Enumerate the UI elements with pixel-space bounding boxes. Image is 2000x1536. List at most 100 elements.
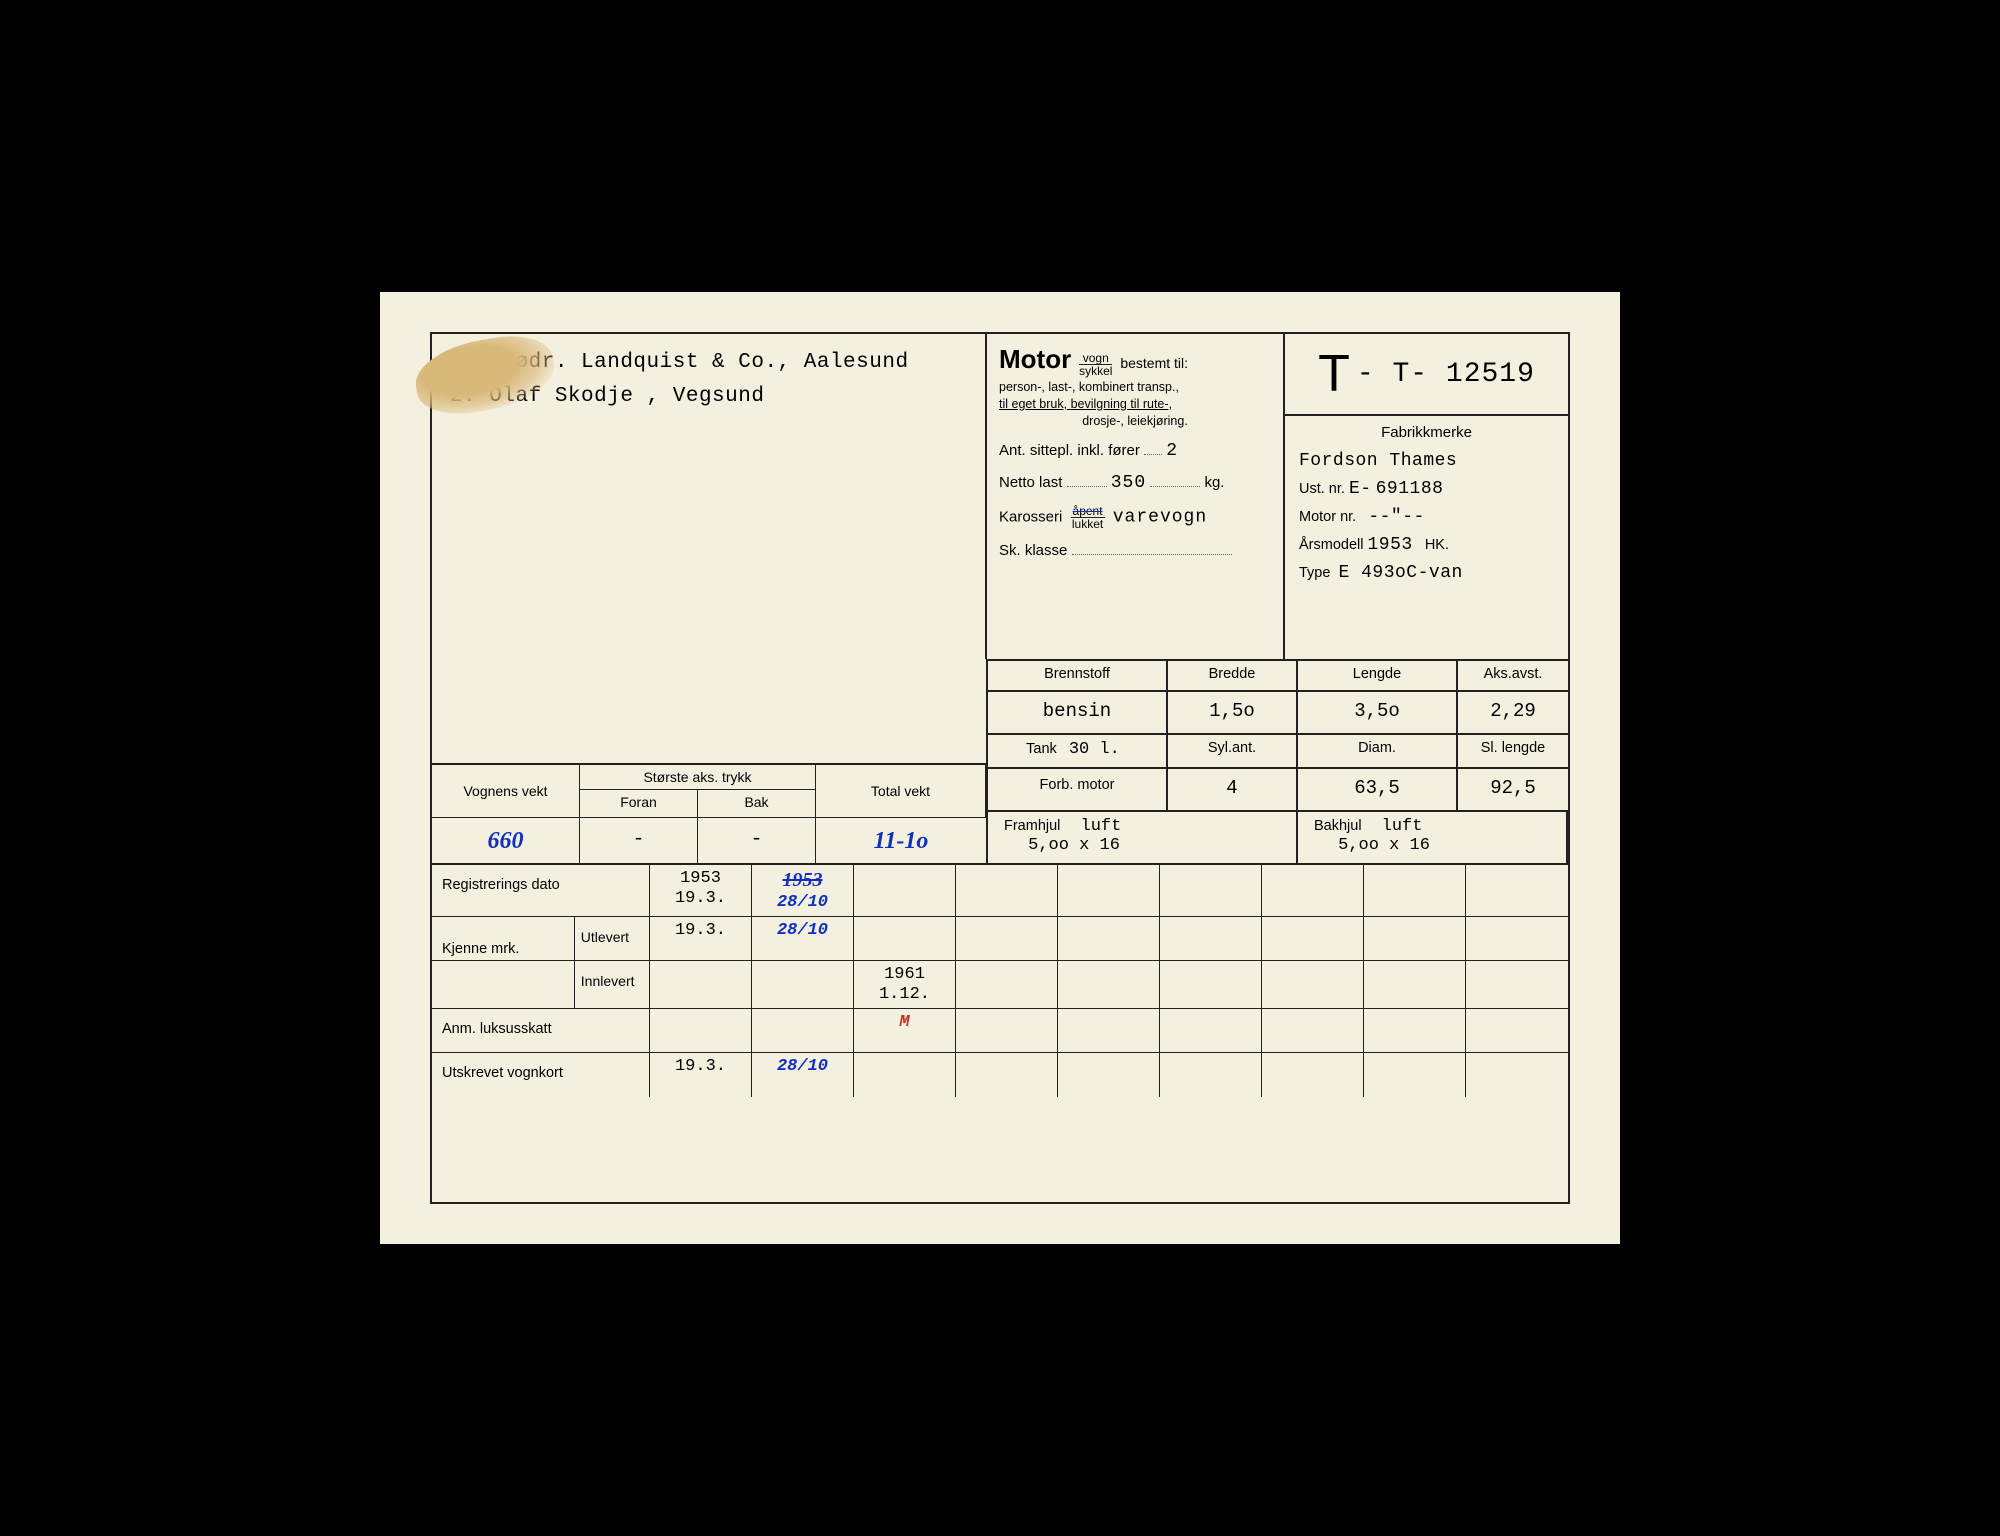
- h-diam: Diam.: [1298, 733, 1458, 767]
- reg-cell: [854, 917, 956, 960]
- v-lengde: 3,5o: [1298, 690, 1458, 733]
- weight-header: Vognens vekt Største aks. trykk Foran Ba…: [432, 763, 986, 817]
- reg-cell: [1262, 865, 1364, 916]
- karosseri-value: varevogn: [1113, 508, 1207, 528]
- karos-frac-bot: lukket: [1071, 518, 1105, 530]
- weight-spec-row: Vognens vekt Største aks. trykk Foran Ba…: [432, 659, 1568, 863]
- aks-head: Største aks. trykk: [580, 765, 815, 790]
- reg-cell: [1262, 1009, 1364, 1052]
- vogn-sykkel-fraction: vogn sykkel: [1079, 352, 1112, 377]
- reg-cell: [1466, 1009, 1568, 1052]
- v-syl: 4: [1168, 767, 1298, 810]
- bestemt-label: bestemt til:: [1120, 355, 1188, 371]
- cells-innlevert: 19611.12.: [650, 961, 1568, 1008]
- plate-number: 12519: [1446, 359, 1535, 390]
- cells-regdato: 195319.3.195328/10: [650, 865, 1568, 916]
- netto-unit: kg.: [1204, 474, 1224, 491]
- reg-cell: [650, 1009, 752, 1052]
- fabrikk-block: Fabrikkmerke Fordson Thames Ust. nr. E- …: [1285, 416, 1568, 659]
- ust-value: 691188: [1376, 479, 1444, 499]
- registration-table: Registrerings dato 195319.3.195328/10 Ut…: [432, 863, 1568, 1097]
- cells-utskrevet: 19.3.28/10: [650, 1053, 1568, 1097]
- motor-nr-value: --"--: [1368, 507, 1425, 527]
- sk-klasse-label: Sk. klasse: [999, 542, 1067, 559]
- reg-cell: [1262, 961, 1364, 1008]
- lbl-innlevert: Innlevert: [575, 961, 650, 1008]
- reg-cell: [752, 1009, 854, 1052]
- cells-utlevert: 19.3.28/10: [650, 917, 1568, 960]
- reg-cell: [956, 1009, 1058, 1052]
- reg-cell: [1466, 961, 1568, 1008]
- reg-cell: 19.3.: [650, 917, 752, 960]
- reg-cell: [1364, 917, 1466, 960]
- lbl-kjenne-text: Kjenne mrk.: [432, 941, 575, 1008]
- framhjul-val: 5,oo x 16: [1020, 828, 1128, 863]
- val-foran: -: [580, 818, 698, 863]
- frac-top: vogn: [1079, 352, 1112, 365]
- v-diam: 63,5: [1298, 767, 1458, 810]
- right-spec-grid: Brennstoff Bredde Lengde Aks.avst. bensi…: [988, 659, 1568, 863]
- motor-block: Motor vogn sykkel bestemt til: person-, …: [987, 334, 1285, 659]
- reg-cell: 28/10: [752, 917, 854, 960]
- owner-line-1: 1. Brødr. Landquist & Co., Aalesund: [450, 346, 967, 380]
- row-utlevert: Utlevert 19.3.28/10: [432, 917, 1568, 961]
- motor-sub-3: drosje-, leiekjøring.: [999, 413, 1271, 430]
- netto-line: Netto last 350 kg.: [999, 473, 1271, 493]
- reg-cell: [1058, 1009, 1160, 1052]
- weight-values: 660 - - 11-1o: [432, 817, 986, 863]
- owner-line-2: 2. Olaf Skodje , Vegsund: [450, 380, 967, 414]
- fabrikk-make: Fordson Thames: [1299, 451, 1457, 471]
- fabrikk-header: Fabrikkmerke: [1299, 424, 1554, 441]
- netto-value: 350: [1111, 473, 1146, 493]
- reg-cell: [1160, 1053, 1262, 1097]
- reg-cell: [1058, 865, 1160, 916]
- type-value: E 493oC-van: [1339, 563, 1463, 583]
- reg-cell: [1160, 961, 1262, 1008]
- frac-bot: sykkel: [1079, 365, 1112, 377]
- lbl-utlevert: Utlevert: [575, 917, 650, 960]
- reg-cell: [650, 961, 752, 1008]
- bakhjul-val: 5,oo x 16: [1330, 828, 1438, 863]
- val-vognens-vekt: 660: [432, 818, 580, 863]
- reg-cell: [752, 961, 854, 1008]
- reg-cell: [1058, 1053, 1160, 1097]
- motor-sub-1: person-, last-, kombinert transp.,: [999, 379, 1271, 396]
- reg-cell: 19611.12.: [854, 961, 956, 1008]
- lbl-anm: Anm. luksusskatt: [432, 1009, 650, 1052]
- motor-nr-label: Motor nr.: [1299, 509, 1356, 525]
- lbl-utskrevet: Utskrevet vognkort: [432, 1053, 650, 1097]
- netto-label: Netto last: [999, 474, 1062, 491]
- val-total-vekt: 11-1o: [816, 818, 986, 863]
- aks-foran: Foran: [580, 790, 698, 817]
- reg-cell: 195328/10: [752, 865, 854, 916]
- reg-cell: 28/10: [752, 1053, 854, 1097]
- row-utskrevet: Utskrevet vognkort 19.3.28/10: [432, 1053, 1568, 1097]
- reg-cell: [854, 1053, 956, 1097]
- motor-title: Motor: [999, 344, 1071, 374]
- plate-dash: - T-: [1357, 359, 1428, 390]
- top-row: 1. Brødr. Landquist & Co., Aalesund 2. O…: [432, 334, 1568, 659]
- val-bak: -: [698, 818, 816, 863]
- v-brennstoff: bensin: [988, 690, 1168, 733]
- weight-block: Vognens vekt Største aks. trykk Foran Ba…: [432, 659, 988, 863]
- reg-cell: [1466, 917, 1568, 960]
- karos-fraction: åpent lukket: [1071, 505, 1105, 530]
- row-anm: Anm. luksusskatt M: [432, 1009, 1568, 1053]
- lbl-regdato: Registrerings dato: [432, 865, 650, 916]
- v-sl: 92,5: [1458, 767, 1568, 810]
- ust-prefix: E-: [1349, 479, 1372, 499]
- owners-block: 1. Brødr. Landquist & Co., Aalesund 2. O…: [432, 334, 987, 659]
- reg-cell: [1364, 1053, 1466, 1097]
- sk-klasse-line: Sk. klasse: [999, 542, 1271, 559]
- reg-cell: [1364, 865, 1466, 916]
- reg-cell: 19.3.: [650, 1053, 752, 1097]
- plate-prefix: T: [1318, 344, 1351, 404]
- reg-cell: [1364, 961, 1466, 1008]
- motor-sub-2: til eget bruk, bevilgning til rute-,: [999, 397, 1172, 411]
- row-regdato: Registrerings dato 195319.3.195328/10: [432, 865, 1568, 917]
- col-vognens-vekt: Vognens vekt: [432, 765, 580, 817]
- card-frame: 1. Brødr. Landquist & Co., Aalesund 2. O…: [430, 332, 1570, 1204]
- h-lengde: Lengde: [1298, 659, 1458, 690]
- reg-cell: [956, 1053, 1058, 1097]
- reg-cell: [956, 961, 1058, 1008]
